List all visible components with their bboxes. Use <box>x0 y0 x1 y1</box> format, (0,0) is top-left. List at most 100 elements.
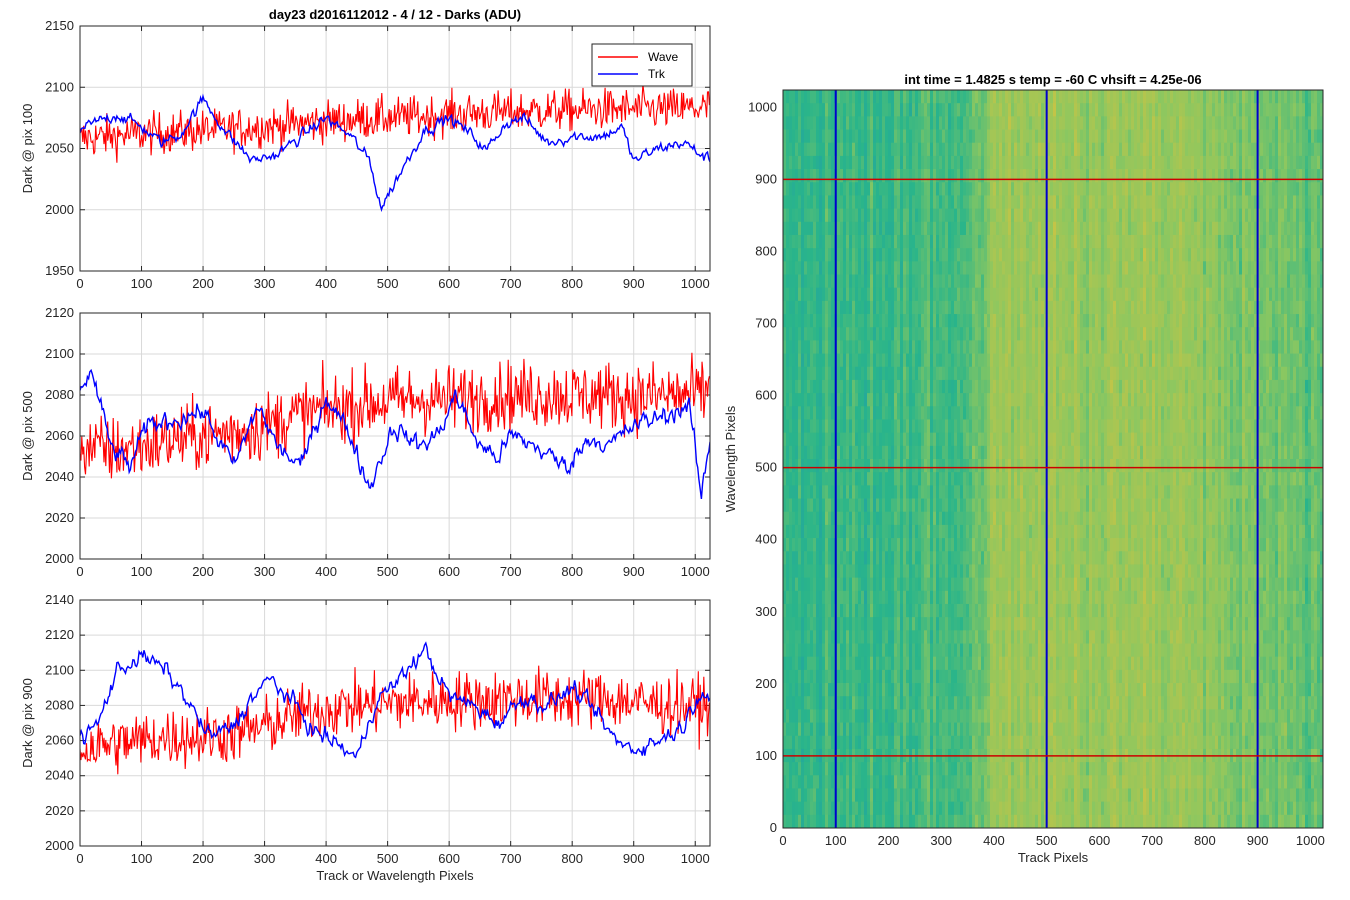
heatmap-cell <box>828 801 832 816</box>
heatmap-cell <box>978 669 982 684</box>
heatmap-cell <box>1029 472 1033 486</box>
heatmap-cell <box>951 248 955 262</box>
heatmap-cell <box>855 590 859 605</box>
heatmap-cell <box>876 511 880 526</box>
heatmap-cell <box>849 300 853 315</box>
heatmap-cell <box>948 261 952 275</box>
heatmap-cell <box>801 775 805 789</box>
heatmap-cell <box>954 485 958 499</box>
heatmap-cell <box>801 590 805 605</box>
heatmap-cell <box>795 564 799 579</box>
heatmap-cell <box>807 300 811 315</box>
heatmap-cell <box>882 814 886 828</box>
heatmap-cell <box>795 103 799 117</box>
heatmap-cell <box>996 696 1000 710</box>
heatmap-cell <box>786 221 790 236</box>
heatmap-cell <box>960 498 964 513</box>
heatmap-cell <box>804 603 808 618</box>
heatmap-cell <box>1032 366 1036 381</box>
heatmap-cell <box>810 129 814 144</box>
heatmap-cell <box>900 617 904 631</box>
heatmap-cell <box>894 300 898 315</box>
heatmap-cell <box>828 419 832 434</box>
heatmap-cell <box>1026 234 1030 249</box>
heatmap-cell <box>1023 630 1027 644</box>
heatmap-cell <box>894 195 898 210</box>
heatmap-cell <box>942 274 946 289</box>
heatmap-cell <box>942 551 946 565</box>
x-tick-label: 500 <box>377 564 399 579</box>
heatmap-cell <box>984 129 988 144</box>
heatmap-cell <box>966 775 970 789</box>
heatmap-cell <box>1002 340 1006 354</box>
heatmap-cell <box>981 459 985 473</box>
heatmap-cell <box>885 300 889 315</box>
heatmap-cell <box>861 261 865 275</box>
heatmap-cell <box>882 195 886 210</box>
heatmap-cell <box>888 314 892 328</box>
heatmap-cell <box>1005 590 1009 605</box>
heatmap-cell <box>876 379 880 394</box>
heatmap-cell <box>801 221 805 236</box>
heatmap-cell <box>999 524 1003 539</box>
heatmap-cell <box>969 445 973 460</box>
heatmap-cell <box>984 406 988 420</box>
heatmap-cell <box>1014 366 1018 381</box>
heatmap-cell <box>828 406 832 420</box>
heatmap-cell <box>948 155 952 170</box>
heatmap-cell <box>963 590 967 605</box>
heatmap-cell <box>948 590 952 605</box>
heatmap-cell <box>882 379 886 394</box>
heatmap-cell <box>846 366 850 381</box>
heatmap-cell <box>1002 498 1006 513</box>
heatmap-cell <box>900 419 904 434</box>
heatmap-cell <box>912 419 916 434</box>
heatmap-cell <box>948 762 952 776</box>
heatmap-cell <box>957 419 961 434</box>
heatmap-cell <box>918 801 922 816</box>
heatmap-cell <box>930 406 934 420</box>
heatmap-cell <box>813 603 817 618</box>
heatmap-cell <box>978 366 982 381</box>
heatmap-cell <box>1011 129 1015 144</box>
heatmap-cell <box>999 221 1003 236</box>
heatmap-cell <box>1032 524 1036 539</box>
heatmap-cell <box>984 590 988 605</box>
heatmap-cell <box>816 90 820 104</box>
heatmap-cell <box>891 287 895 302</box>
heatmap-cell <box>843 182 847 196</box>
heatmap-cell <box>798 393 802 407</box>
heatmap-cell <box>1005 643 1009 658</box>
heatmap-cell <box>840 300 844 315</box>
heatmap-cell <box>783 327 787 341</box>
heatmap-cell <box>936 129 940 144</box>
heatmap-cell <box>792 603 796 618</box>
heatmap-cell <box>846 762 850 776</box>
heatmap-cell <box>882 327 886 341</box>
heatmap-cell <box>981 577 985 592</box>
heatmap-cell <box>816 498 820 513</box>
heatmap-cell <box>909 459 913 473</box>
heatmap-cell <box>810 762 814 776</box>
heatmap-cell <box>858 195 862 210</box>
heatmap-cell <box>951 617 955 631</box>
heatmap-cell <box>801 182 805 196</box>
heatmap-cell <box>960 366 964 381</box>
heatmap-cell <box>951 524 955 539</box>
heatmap-cell <box>975 814 979 828</box>
heatmap-cell <box>975 419 979 434</box>
heatmap-cell <box>822 498 826 513</box>
heatmap-cell <box>969 577 973 592</box>
heatmap-cell <box>927 432 931 447</box>
heatmap-cell <box>849 393 853 407</box>
heatmap-cell <box>819 116 823 130</box>
heatmap-cell <box>993 722 997 737</box>
heatmap-cell <box>966 788 970 803</box>
heatmap-cell <box>825 603 829 618</box>
heatmap-cell <box>912 182 916 196</box>
heatmap-cell <box>954 775 958 789</box>
heatmap-cell <box>948 445 952 460</box>
heatmap-cell <box>1023 683 1027 697</box>
heatmap-cell <box>978 406 982 420</box>
heatmap-cell <box>900 248 904 262</box>
